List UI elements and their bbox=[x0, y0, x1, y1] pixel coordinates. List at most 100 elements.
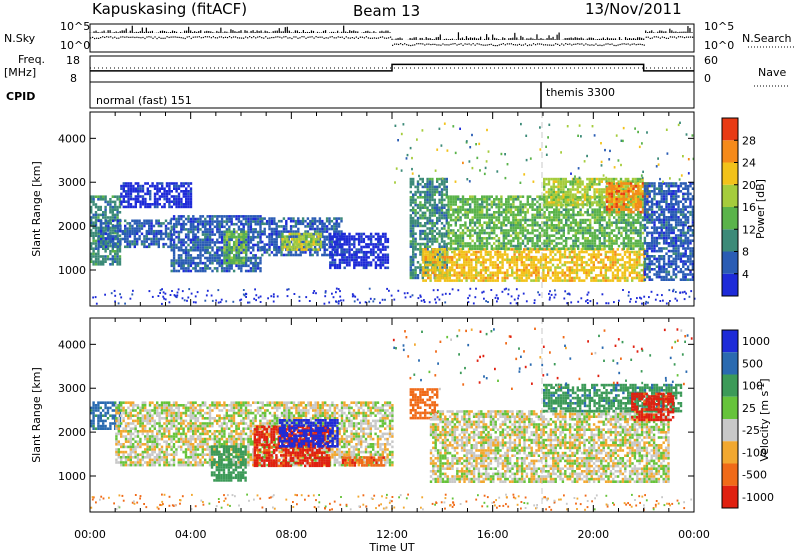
heatmap-cell bbox=[265, 248, 269, 252]
heatmap-cell bbox=[182, 238, 185, 242]
heatmap-cell bbox=[589, 203, 592, 206]
heatmap-cell bbox=[157, 224, 160, 228]
heatmap-cell bbox=[297, 248, 300, 252]
heatmap-cell bbox=[599, 279, 603, 282]
heatmap-cell bbox=[355, 256, 358, 259]
nsearch-dot bbox=[575, 43, 577, 45]
heatmap-cell bbox=[374, 237, 378, 241]
heatmap-cell bbox=[102, 237, 105, 240]
heatmap-cell bbox=[353, 256, 356, 259]
heatmap-cell bbox=[252, 256, 255, 260]
heatmap-cell bbox=[129, 182, 133, 185]
heatmap-cell bbox=[204, 243, 207, 247]
heatmap-cell bbox=[185, 203, 188, 206]
heatmap-cell bbox=[129, 195, 133, 198]
heatmap-cell bbox=[152, 232, 156, 236]
heatmap-cell bbox=[128, 227, 132, 230]
heatmap-cell bbox=[445, 214, 448, 217]
heatmap-cell bbox=[481, 203, 484, 206]
heatmap-cell bbox=[517, 247, 520, 250]
heatmap-cell bbox=[499, 261, 502, 264]
heatmap-cell bbox=[172, 254, 176, 257]
heatmap-cell bbox=[548, 226, 551, 230]
heatmap-cell bbox=[220, 241, 224, 244]
nsearch-dot bbox=[444, 44, 446, 46]
heatmap-cell bbox=[194, 261, 197, 265]
heatmap-cell bbox=[318, 238, 322, 241]
heatmap-cell bbox=[223, 225, 226, 229]
heatmap-cell bbox=[172, 230, 176, 234]
heatmap-cell bbox=[325, 248, 329, 252]
heatmap-cell bbox=[555, 216, 558, 219]
heatmap-cell bbox=[466, 213, 469, 217]
heatmap-cell bbox=[436, 185, 439, 189]
heatmap-cell bbox=[310, 240, 313, 244]
heatmap-cell bbox=[495, 234, 498, 237]
heatmap-cell bbox=[309, 225, 312, 228]
heatmap-cell bbox=[428, 201, 432, 204]
heatmap-cell bbox=[443, 245, 446, 248]
heatmap-cell bbox=[247, 220, 250, 223]
heatmap-cell bbox=[573, 261, 576, 264]
heatmap-cell bbox=[472, 258, 475, 262]
heatmap-cell bbox=[318, 248, 322, 252]
heatmap-cell bbox=[338, 245, 342, 249]
heatmap-cell bbox=[97, 250, 100, 253]
heatmap-cell bbox=[490, 226, 493, 230]
heatmap-cell bbox=[596, 244, 599, 248]
heatmap-cell bbox=[245, 248, 248, 252]
heatmap-cell bbox=[628, 255, 631, 259]
heatmap-cell bbox=[481, 237, 484, 240]
heatmap-cell bbox=[574, 221, 577, 224]
heatmap-cell bbox=[416, 242, 420, 246]
heatmap-cell bbox=[92, 195, 95, 198]
heatmap-cell bbox=[247, 225, 250, 229]
heatmap-cell bbox=[302, 232, 306, 236]
heatmap-cell bbox=[520, 255, 523, 259]
heatmap-cell bbox=[569, 208, 573, 211]
heatmap-cell bbox=[580, 255, 583, 259]
heatmap-cell bbox=[409, 263, 412, 267]
heatmap-cell bbox=[433, 201, 436, 204]
heatmap-cell bbox=[464, 221, 467, 224]
heatmap-cell bbox=[94, 211, 98, 214]
heatmap-cell bbox=[126, 222, 129, 225]
heatmap-cell bbox=[554, 276, 557, 280]
heatmap-cell bbox=[206, 259, 209, 262]
heatmap-cell bbox=[459, 211, 462, 214]
heatmap-cell bbox=[431, 253, 435, 256]
heatmap-cell bbox=[132, 187, 135, 190]
heatmap-cell bbox=[479, 279, 483, 282]
heatmap-cell bbox=[127, 203, 130, 206]
nsearch-dot bbox=[545, 44, 547, 46]
heatmap-cell bbox=[566, 274, 569, 277]
heatmap-cell bbox=[478, 208, 481, 211]
heatmap-cell bbox=[459, 234, 462, 237]
nsearch-dot bbox=[160, 37, 162, 39]
heatmap-cell bbox=[449, 247, 453, 250]
heatmap-cell bbox=[414, 232, 417, 235]
heatmap-cell bbox=[495, 198, 498, 201]
heatmap-cell bbox=[527, 276, 531, 280]
heatmap-cell bbox=[572, 216, 575, 219]
heatmap-cell bbox=[470, 268, 473, 272]
heatmap-cell bbox=[514, 244, 517, 248]
heatmap-cell bbox=[116, 234, 119, 237]
heatmap-cell bbox=[131, 240, 134, 243]
heatmap-cell bbox=[431, 255, 435, 259]
heatmap-cell bbox=[440, 214, 444, 217]
heatmap-cell bbox=[433, 229, 436, 233]
heatmap-cell bbox=[230, 246, 233, 249]
heatmap-cell bbox=[433, 185, 436, 189]
heatmap-cell bbox=[348, 245, 351, 249]
cpid-panel bbox=[89, 81, 695, 109]
heatmap-cell bbox=[497, 205, 501, 209]
heatmap-cell bbox=[440, 190, 444, 194]
heatmap-cell bbox=[572, 234, 575, 237]
heatmap-cell bbox=[517, 242, 520, 245]
nsearch-dot bbox=[194, 36, 196, 38]
heatmap-cell bbox=[424, 274, 427, 277]
heatmap-cell bbox=[439, 268, 442, 272]
heatmap-cell bbox=[491, 261, 495, 264]
heatmap-cell bbox=[551, 255, 555, 259]
